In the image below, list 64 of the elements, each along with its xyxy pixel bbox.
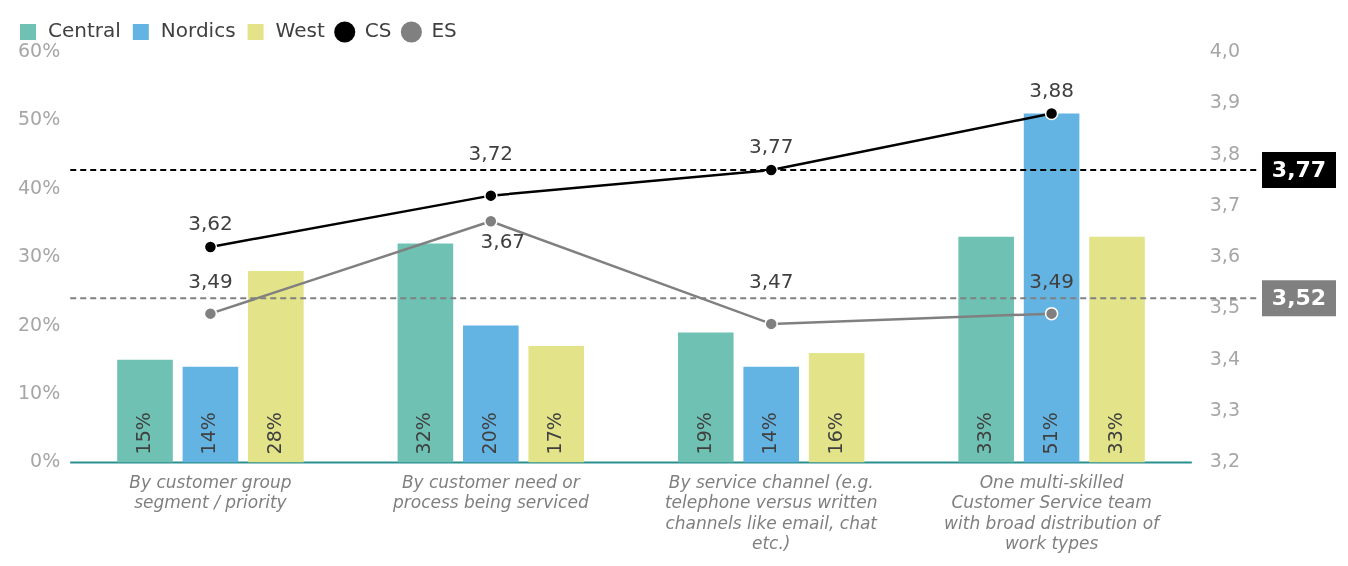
data-label: 3,67 bbox=[480, 229, 526, 254]
legend-label: ES bbox=[431, 18, 457, 43]
bar bbox=[528, 346, 585, 463]
bar bbox=[808, 352, 865, 463]
y-tick-label: 50% bbox=[18, 107, 61, 130]
y2-tick-label: 3,8 bbox=[1209, 141, 1240, 164]
y2-tick-label: 3,9 bbox=[1209, 90, 1240, 113]
x-tick-label: By service channel (e.g. telephone versus written channels like email, chat etc.) bbox=[664, 472, 879, 554]
y2-tick-label: 4,0 bbox=[1209, 38, 1240, 61]
data-label: 17% bbox=[543, 412, 566, 455]
bar bbox=[743, 366, 800, 463]
point bbox=[1044, 106, 1059, 121]
data-label: 16% bbox=[823, 412, 846, 455]
bar bbox=[397, 243, 454, 463]
data-label: 3,88 bbox=[1029, 77, 1074, 102]
bar bbox=[958, 236, 1014, 463]
y2-tick-label: 3,6 bbox=[1209, 244, 1240, 267]
data-label: 20% bbox=[477, 412, 500, 455]
bar bbox=[463, 325, 519, 463]
point bbox=[203, 240, 218, 254]
y-tick-label: 20% bbox=[18, 312, 61, 335]
y2-tick-label: 3,3 bbox=[1209, 398, 1240, 421]
data-label: 14% bbox=[197, 412, 220, 455]
ref-line-label: 3,52 bbox=[1271, 284, 1327, 310]
data-label: 3,72 bbox=[468, 141, 514, 166]
y2-tick-label: 3,7 bbox=[1209, 192, 1240, 215]
point bbox=[484, 214, 498, 229]
ref-line-label: 3,77 bbox=[1271, 156, 1327, 182]
y-tick-label: 0% bbox=[30, 449, 61, 472]
data-label: 3,77 bbox=[748, 134, 794, 159]
x-tick-label: One multi-skilled Customer Service team with broad distribution of work types bbox=[944, 472, 1163, 554]
point bbox=[1044, 306, 1059, 321]
legend-label: West bbox=[275, 18, 325, 43]
data-label: 3,62 bbox=[188, 211, 233, 236]
data-label: 3,49 bbox=[188, 269, 233, 294]
bar bbox=[1089, 236, 1145, 463]
data-label: 33% bbox=[973, 412, 996, 455]
x-tick-label: By customer need or process being serviced bbox=[391, 472, 589, 513]
data-label: 19% bbox=[692, 412, 715, 455]
x-tick-label: By customer group segment / priority bbox=[129, 472, 292, 513]
data-label: 32% bbox=[412, 412, 435, 455]
legend-label: Nordics bbox=[160, 18, 236, 43]
data-label: 3,47 bbox=[748, 269, 794, 294]
data-label: 33% bbox=[1103, 412, 1126, 455]
y-tick-label: 10% bbox=[18, 380, 61, 403]
data-label: 15% bbox=[131, 412, 154, 455]
point bbox=[484, 188, 498, 203]
y-tick-label: 40% bbox=[18, 175, 61, 198]
bar bbox=[677, 332, 734, 463]
point bbox=[203, 306, 218, 321]
data-label: 28% bbox=[262, 412, 285, 455]
bar bbox=[117, 359, 173, 463]
data-label: 51% bbox=[1038, 412, 1061, 455]
data-label: 3,49 bbox=[1029, 269, 1074, 294]
y2-tick-label: 3,4 bbox=[1209, 346, 1240, 369]
bar bbox=[182, 366, 239, 463]
y2-tick-label: 3,5 bbox=[1209, 295, 1240, 318]
data-label: 14% bbox=[758, 412, 781, 455]
legend-label: CS bbox=[364, 18, 392, 43]
y2-tick-label: 3,2 bbox=[1209, 449, 1240, 472]
bar bbox=[248, 270, 304, 463]
point bbox=[764, 317, 778, 331]
y-tick-label: 30% bbox=[18, 244, 61, 267]
bar bbox=[1023, 113, 1080, 463]
